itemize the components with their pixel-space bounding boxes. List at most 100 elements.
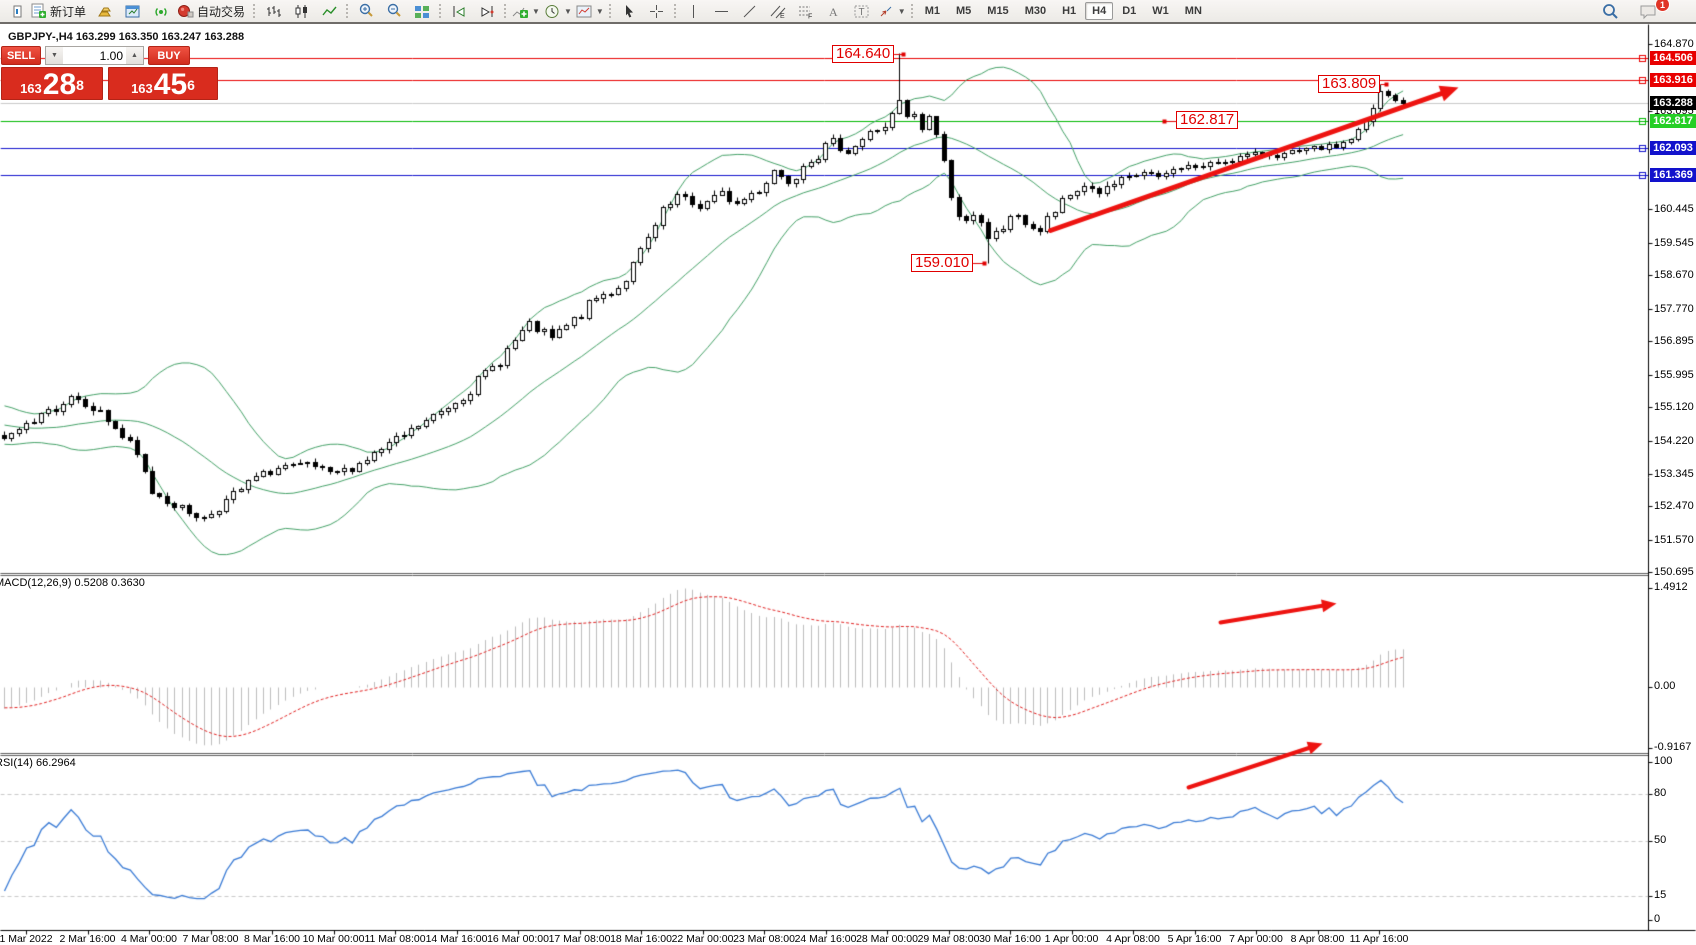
candlestick-chart-icon xyxy=(294,4,309,19)
new-order-button[interactable]: 新订单 xyxy=(28,1,91,21)
line-chart-button[interactable] xyxy=(315,1,343,21)
timeframe-m30[interactable]: M30 xyxy=(1024,5,1047,17)
search-icon xyxy=(1602,3,1619,20)
price-axis-tick: 160.445 xyxy=(1654,203,1694,216)
signal-button[interactable] xyxy=(147,1,175,21)
timeframe-m1[interactable]: M1 xyxy=(924,5,940,17)
rsi-indicator-label: RSI(14) 66.2964 xyxy=(0,757,76,769)
auto-scroll-button[interactable] xyxy=(473,1,501,21)
time-axis-label: 5 Apr 16:00 xyxy=(1167,933,1222,945)
timeframe-m5[interactable]: M5 xyxy=(956,5,972,17)
buy-price-display[interactable]: 163 45 6 xyxy=(108,67,218,100)
volume-input[interactable] xyxy=(63,47,126,64)
timeframe-d1[interactable]: D1 xyxy=(1122,5,1137,17)
arrows-button[interactable]: ▼ xyxy=(876,1,908,21)
window-icon xyxy=(125,4,141,19)
sell-button[interactable]: SELL xyxy=(1,46,41,65)
tile-windows-icon xyxy=(414,4,430,19)
text-label-button[interactable]: T xyxy=(848,1,876,21)
timeframe-w1[interactable]: W1 xyxy=(1152,5,1169,17)
price-axis-tick: 151.570 xyxy=(1654,533,1694,546)
candlestick-chart-button[interactable] xyxy=(287,1,315,21)
toolbar-separator xyxy=(908,3,916,19)
clock-icon xyxy=(544,4,560,19)
price-badge: 163.916 xyxy=(1650,72,1696,87)
text-label-icon: T xyxy=(854,4,870,19)
crosshair-button[interactable] xyxy=(643,1,671,21)
time-axis-label: 1 Mar 2022 xyxy=(0,933,53,945)
time-axis-label: 28 Mar 00:00 xyxy=(856,933,918,945)
symbol-header: GBPJPY-,H4 163.299 163.350 163.247 163.2… xyxy=(8,31,245,43)
fibonacci-button[interactable]: F xyxy=(792,1,820,21)
chat-bubble-icon xyxy=(1639,3,1658,20)
bar-chart-button[interactable] xyxy=(259,1,287,21)
zoom-in-button[interactable] xyxy=(352,1,380,21)
cursor-button[interactable] xyxy=(615,1,643,21)
price-axis-tick: 159.545 xyxy=(1654,236,1694,249)
crosshair-icon xyxy=(649,4,664,19)
time-axis-label: 7 Apr 00:00 xyxy=(1229,933,1283,945)
price-badge: 162.817 xyxy=(1650,113,1696,128)
template-icon xyxy=(576,4,592,19)
cursor-icon xyxy=(622,4,636,19)
timeframe-m15[interactable]: M15 xyxy=(987,5,1009,17)
time-axis-label: 11 Apr 16:00 xyxy=(1349,933,1409,945)
price-axis-tick: 155.995 xyxy=(1654,368,1694,381)
time-axis-label: 29 Mar 08:00 xyxy=(917,933,980,945)
notifications-button[interactable]: 1 xyxy=(1634,0,1670,21)
rsi-scale-label: 15 xyxy=(1654,889,1667,902)
time-axis-label: 4 Apr 08:00 xyxy=(1106,933,1160,945)
time-axis-label: 8 Mar 16:00 xyxy=(243,933,301,945)
price-callout[interactable]: 159.010 xyxy=(911,254,974,272)
timeframe-h1[interactable]: H1 xyxy=(1062,5,1077,17)
new-order-label: 新订单 xyxy=(50,4,87,19)
autotrade-label: 自动交易 xyxy=(197,4,246,19)
rsi-scale-label: 80 xyxy=(1654,786,1667,799)
horizontal-line-button[interactable] xyxy=(708,1,736,21)
clipped-toolbar-icon[interactable] xyxy=(0,1,28,21)
zoom-out-button[interactable] xyxy=(380,1,408,21)
toolbar: 新订单 自动交易 xyxy=(0,0,1696,22)
buy-price-sup: 6 xyxy=(187,77,195,93)
price-axis-tick: 155.120 xyxy=(1654,401,1694,414)
zoom-out-icon xyxy=(386,3,402,19)
time-axis-label: 8 Apr 08:00 xyxy=(1290,933,1345,945)
one-click-trading-panel: SELL ▼ ▲ BUY 163 28 8 163 45 6 xyxy=(1,46,218,100)
macd-scale-label: 0.00 xyxy=(1654,680,1676,692)
time-axis-label: 10 Mar 00:00 xyxy=(302,933,365,945)
time-axis-label: 2 Mar 16:00 xyxy=(59,933,116,945)
time-axis-label: 24 Mar 16:00 xyxy=(794,933,857,945)
timeframe-h4[interactable]: H4 xyxy=(1085,2,1114,20)
horizontal-line-icon xyxy=(714,4,729,19)
chevron-down-icon: ▼ xyxy=(897,6,906,16)
tile-windows-button[interactable] xyxy=(408,1,436,21)
chart-shift-button[interactable] xyxy=(445,1,473,21)
auto-scroll-icon xyxy=(479,4,495,19)
price-callout[interactable]: 164.640 xyxy=(832,45,895,63)
buy-button[interactable]: BUY xyxy=(148,46,190,65)
autotrade-button[interactable]: 自动交易 xyxy=(175,1,250,21)
sell-price-prefix: 163 xyxy=(20,81,42,96)
search-button[interactable] xyxy=(1596,1,1624,21)
rsi-scale-label: 0 xyxy=(1654,913,1661,925)
volume-decrease-button[interactable]: ▼ xyxy=(46,47,63,64)
volume-increase-button[interactable]: ▲ xyxy=(126,47,143,64)
toolbar-separator xyxy=(251,3,259,19)
templates-button[interactable]: ▼ xyxy=(574,1,606,21)
equidistant-channel-button[interactable]: E xyxy=(764,1,792,21)
toolbar-separator xyxy=(671,3,679,19)
market-window-button[interactable] xyxy=(119,1,147,21)
text-button[interactable]: A xyxy=(820,1,848,21)
price-callout[interactable]: 163.809 xyxy=(1318,75,1381,93)
sell-price-display[interactable]: 163 28 8 xyxy=(1,67,103,100)
gold-chart-button[interactable] xyxy=(91,1,119,21)
price-callout[interactable]: 162.817 xyxy=(1176,111,1239,129)
trendline-button[interactable] xyxy=(736,1,764,21)
time-axis-label: 23 Mar 08:00 xyxy=(733,933,795,945)
indicators-button[interactable]: ▼ xyxy=(510,1,542,21)
periods-button[interactable]: ▼ xyxy=(542,1,574,21)
price-badge: 162.093 xyxy=(1650,140,1696,155)
timeframe-mn[interactable]: MN xyxy=(1184,5,1202,17)
vertical-line-button[interactable] xyxy=(680,1,708,21)
